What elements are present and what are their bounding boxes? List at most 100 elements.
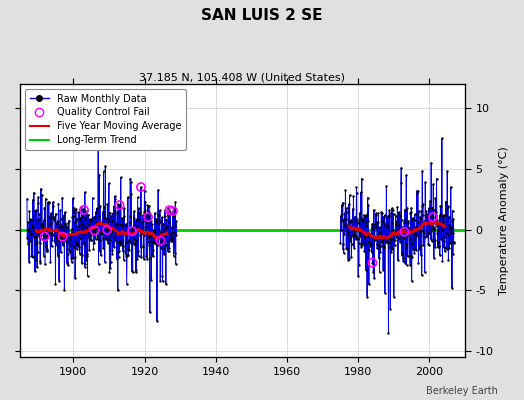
Point	[134, 248, 143, 254]
Point	[49, 198, 57, 205]
Point	[447, 228, 455, 235]
Point	[136, 232, 145, 238]
Point	[167, 238, 175, 244]
Point	[385, 213, 393, 219]
Point	[416, 214, 424, 220]
Point	[389, 226, 397, 233]
Point	[82, 208, 91, 214]
Point	[52, 242, 61, 249]
Point	[336, 240, 345, 246]
Point	[57, 249, 65, 255]
Point	[80, 207, 88, 213]
Point	[405, 224, 413, 231]
Point	[85, 232, 94, 239]
Point	[361, 240, 369, 247]
Point	[102, 236, 111, 242]
Point	[433, 244, 442, 250]
Point	[80, 240, 88, 246]
Point	[117, 240, 126, 247]
Point	[381, 290, 389, 296]
Point	[46, 230, 54, 236]
Point	[411, 232, 420, 238]
Point	[56, 207, 64, 214]
Point	[375, 254, 383, 261]
Point	[397, 217, 406, 223]
Point	[104, 217, 112, 224]
Point	[432, 219, 441, 226]
Point	[46, 220, 54, 227]
Point	[129, 225, 137, 232]
Point	[144, 214, 152, 220]
Point	[378, 210, 386, 216]
Point	[118, 215, 126, 221]
Point	[107, 218, 116, 224]
Point	[77, 221, 85, 227]
Point	[144, 239, 152, 246]
Point	[428, 238, 436, 244]
Point	[342, 244, 351, 251]
Point	[437, 236, 445, 242]
Point	[127, 178, 135, 185]
Point	[105, 234, 113, 241]
Point	[390, 293, 398, 300]
Point	[440, 212, 448, 218]
Point	[359, 216, 367, 222]
Point	[73, 241, 82, 248]
Point	[121, 231, 129, 237]
Point	[351, 232, 359, 239]
Point	[94, 221, 102, 228]
Point	[105, 268, 114, 275]
Point	[365, 281, 373, 288]
Point	[170, 230, 179, 236]
Point	[156, 238, 165, 244]
Point	[76, 235, 84, 242]
Point	[47, 214, 55, 221]
Point	[362, 213, 370, 220]
Point	[142, 252, 150, 259]
Point	[64, 240, 73, 246]
Point	[137, 228, 146, 234]
Point	[137, 254, 146, 260]
Point	[389, 236, 397, 243]
Point	[433, 217, 441, 223]
Point	[139, 232, 148, 238]
Point	[431, 244, 439, 250]
Point	[380, 220, 388, 226]
Point	[79, 206, 88, 212]
Point	[341, 224, 350, 230]
Point	[344, 256, 352, 263]
Point	[97, 231, 106, 237]
Point	[153, 234, 161, 240]
Point	[103, 227, 111, 233]
Point	[395, 211, 403, 217]
Point	[29, 224, 37, 230]
Point	[63, 260, 71, 266]
Point	[101, 163, 110, 170]
Point	[110, 234, 118, 240]
Point	[146, 309, 154, 316]
Point	[70, 243, 79, 250]
Point	[122, 251, 130, 258]
Point	[162, 216, 171, 223]
Point	[396, 238, 404, 245]
Point	[82, 224, 90, 230]
Point	[143, 218, 151, 225]
Point	[115, 202, 124, 208]
Point	[102, 236, 110, 242]
Point	[141, 207, 149, 213]
Point	[34, 200, 42, 206]
Point	[106, 259, 115, 265]
Point	[53, 220, 61, 226]
Point	[84, 212, 93, 218]
Point	[409, 246, 417, 252]
Point	[160, 251, 168, 258]
Point	[417, 214, 425, 221]
Point	[100, 215, 108, 221]
Point	[348, 224, 356, 231]
Point	[402, 228, 411, 234]
Point	[104, 216, 113, 222]
Point	[379, 267, 387, 273]
Point	[30, 253, 39, 259]
Point	[400, 228, 409, 235]
Point	[393, 228, 401, 234]
